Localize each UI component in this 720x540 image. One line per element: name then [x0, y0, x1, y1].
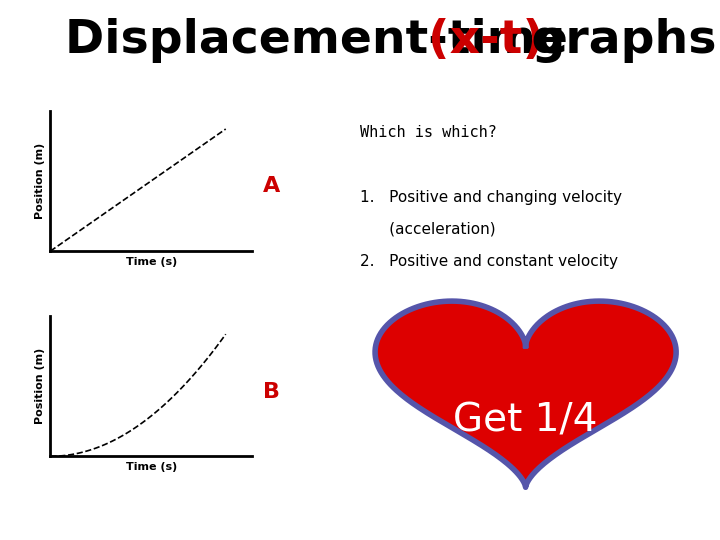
Text: (acceleration): (acceleration)	[360, 222, 495, 237]
Text: Displacement-time: Displacement-time	[65, 18, 584, 63]
Text: A: A	[263, 176, 280, 197]
Text: graphs: graphs	[515, 18, 716, 63]
Text: Which is which?: Which is which?	[360, 125, 497, 140]
X-axis label: Time (s): Time (s)	[125, 256, 177, 267]
Y-axis label: Position (m): Position (m)	[35, 143, 45, 219]
Text: 2.   Positive and constant velocity: 2. Positive and constant velocity	[360, 254, 618, 269]
Text: 1.   Positive and changing velocity: 1. Positive and changing velocity	[360, 190, 622, 205]
Text: (x-t): (x-t)	[428, 18, 544, 63]
Polygon shape	[375, 301, 676, 487]
X-axis label: Time (s): Time (s)	[125, 462, 177, 472]
Text: Get 1/4: Get 1/4	[454, 401, 598, 439]
Text: B: B	[263, 381, 280, 402]
Y-axis label: Position (m): Position (m)	[35, 348, 45, 424]
